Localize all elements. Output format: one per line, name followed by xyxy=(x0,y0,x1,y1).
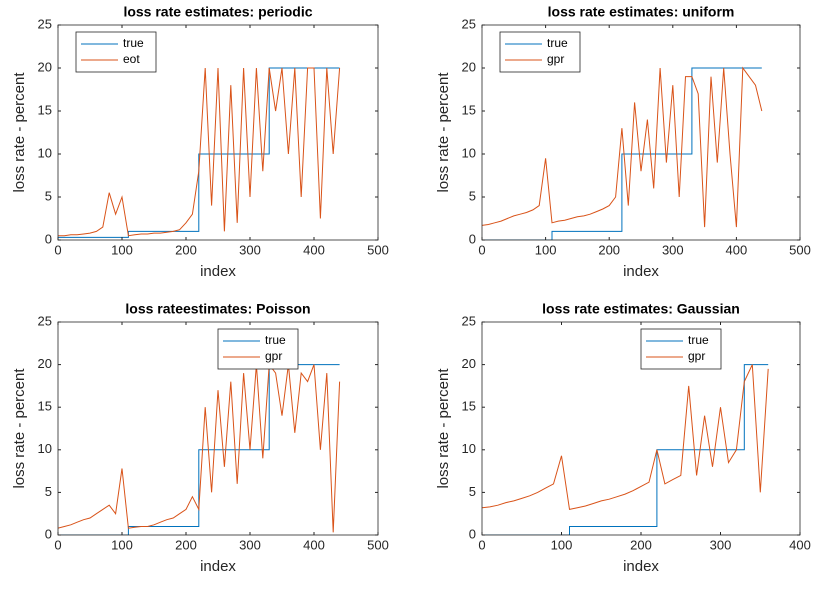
legend-box xyxy=(640,328,722,370)
line-series xyxy=(482,66,763,228)
x-tick-label: 400 xyxy=(789,537,811,552)
y-axis-label: loss rate - percent xyxy=(11,368,28,489)
x-tick-label: 100 xyxy=(551,537,573,552)
y-tick-label: 10 xyxy=(462,441,476,456)
series-group xyxy=(58,67,341,238)
y-tick-label: 25 xyxy=(38,313,52,328)
legend-box xyxy=(217,328,299,370)
x-tick-label: 100 xyxy=(535,242,557,257)
x-tick-label: 0 xyxy=(478,537,485,552)
legend-box xyxy=(499,31,581,73)
y-tick-label: 25 xyxy=(462,313,476,328)
y-tick-label: 20 xyxy=(38,356,52,371)
line-series xyxy=(58,67,341,237)
x-tick-label: 100 xyxy=(111,242,133,257)
y-tick-label: 15 xyxy=(38,399,52,414)
legend-label: gpr xyxy=(265,349,282,363)
axes-box xyxy=(57,24,379,241)
legend-label: eot xyxy=(123,52,140,66)
axes-box xyxy=(481,24,801,241)
chart-title: loss rate estimates: uniform xyxy=(548,4,735,20)
y-tick-label: 5 xyxy=(469,484,476,499)
legend: true eot xyxy=(75,31,157,73)
x-tick-label: 500 xyxy=(789,242,811,257)
x-axis-label: index xyxy=(200,558,236,575)
x-tick-label: 300 xyxy=(662,242,684,257)
line-series xyxy=(482,364,769,535)
x-tick-label: 500 xyxy=(367,242,389,257)
line-series xyxy=(58,67,340,238)
subplot: 0 100 200 300 400 500 0 5 10 15 20 25 loss rate esti… xyxy=(11,4,389,280)
legend-label: gpr xyxy=(547,52,564,66)
y-axis-label: loss rate - percent xyxy=(435,368,452,489)
y-tick-label: 15 xyxy=(462,102,476,117)
legend-label: true xyxy=(123,36,144,50)
x-tick-label: 200 xyxy=(630,537,652,552)
axes-box xyxy=(57,321,379,536)
y-tick-label: 25 xyxy=(38,16,52,31)
x-tick-label: 300 xyxy=(710,537,732,552)
x-tick-label: 500 xyxy=(367,537,389,552)
x-tick-label: 400 xyxy=(303,537,325,552)
y-axis-label: loss rate - percent xyxy=(11,72,28,193)
y-tick-label: 5 xyxy=(45,484,52,499)
legend: true gpr xyxy=(217,328,299,370)
subplot: 0 100 200 300 400 500 0 5 10 15 20 25 loss rateestim… xyxy=(11,301,389,575)
y-tick-label: 25 xyxy=(462,16,476,31)
legend-label: true xyxy=(688,333,709,347)
y-tick-label: 5 xyxy=(45,188,52,203)
x-tick-label: 200 xyxy=(598,242,620,257)
legend-box xyxy=(75,31,157,73)
chart-title: loss rateestimates: Poisson xyxy=(125,301,310,317)
y-tick-label: 20 xyxy=(462,356,476,371)
x-tick-label: 300 xyxy=(239,537,261,552)
y-tick-label: 10 xyxy=(38,145,52,160)
y-tick-label: 0 xyxy=(469,526,476,541)
y-axis-label: loss rate - percent xyxy=(435,72,452,193)
series-group xyxy=(482,66,763,240)
legend: true gpr xyxy=(499,31,581,73)
legend-label: true xyxy=(547,36,568,50)
series-group xyxy=(482,364,769,535)
x-tick-label: 200 xyxy=(175,537,197,552)
x-tick-label: 0 xyxy=(478,242,485,257)
x-tick-label: 400 xyxy=(303,242,325,257)
y-tick-label: 10 xyxy=(38,441,52,456)
x-tick-label: 0 xyxy=(54,537,61,552)
line-series xyxy=(482,364,769,511)
legend-label: gpr xyxy=(688,349,705,363)
y-tick-label: 20 xyxy=(462,59,476,74)
subplot: 0 100 200 300 400 500 0 5 10 15 20 25 loss rate esti… xyxy=(435,4,811,280)
x-tick-label: 300 xyxy=(239,242,261,257)
series-group xyxy=(58,363,341,535)
legend: true gpr xyxy=(640,328,722,370)
y-tick-label: 5 xyxy=(469,188,476,203)
y-tick-label: 15 xyxy=(38,102,52,117)
x-tick-label: 100 xyxy=(111,537,133,552)
y-tick-label: 15 xyxy=(462,399,476,414)
y-tick-label: 0 xyxy=(45,526,52,541)
y-tick-label: 10 xyxy=(462,145,476,160)
x-tick-label: 200 xyxy=(175,242,197,257)
x-tick-label: 400 xyxy=(726,242,748,257)
x-axis-label: index xyxy=(623,558,659,575)
y-tick-label: 0 xyxy=(45,231,52,246)
x-axis-label: index xyxy=(200,263,236,280)
legend-label: true xyxy=(265,333,286,347)
subplot: 0 100 200 300 400 0 5 10 15 20 25 loss rate estimat… xyxy=(435,301,811,575)
y-tick-label: 0 xyxy=(469,231,476,246)
chart-title: loss rate estimates: Gaussian xyxy=(542,301,740,317)
chart-title: loss rate estimates: periodic xyxy=(123,4,312,20)
line-series xyxy=(482,67,762,240)
y-tick-label: 20 xyxy=(38,59,52,74)
x-axis-label: index xyxy=(623,263,659,280)
line-series xyxy=(58,363,341,533)
line-series xyxy=(58,364,340,535)
x-tick-label: 0 xyxy=(54,242,61,257)
